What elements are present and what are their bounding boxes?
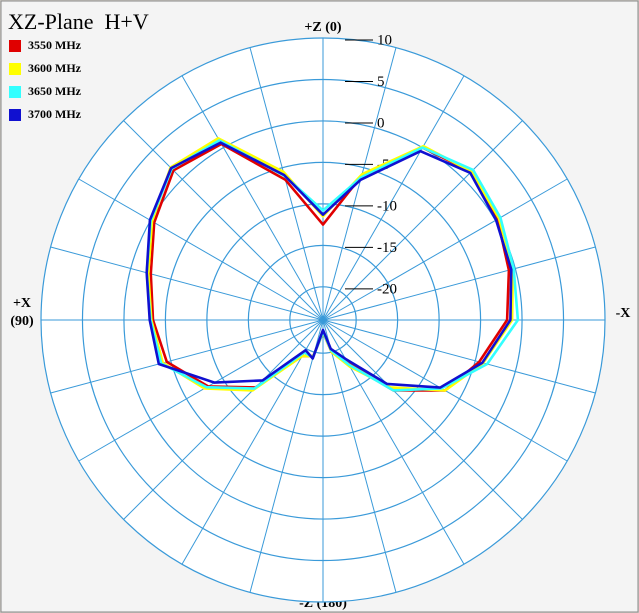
series-line bbox=[145, 141, 513, 389]
spoke bbox=[322, 319, 596, 394]
r-tick-label: 5 bbox=[377, 74, 385, 90]
spoke bbox=[78, 319, 324, 462]
spoke bbox=[322, 47, 397, 321]
spoke bbox=[181, 319, 324, 565]
spoke bbox=[249, 319, 324, 593]
legend-label: 3550 MHz bbox=[28, 38, 82, 52]
spoke bbox=[322, 178, 568, 321]
spoke bbox=[181, 75, 324, 321]
left-label: +X bbox=[13, 296, 31, 311]
left-label: (90) bbox=[10, 314, 34, 329]
legend-swatch bbox=[9, 86, 21, 98]
spoke bbox=[249, 47, 324, 321]
legend-label: 3600 MHz bbox=[28, 61, 82, 75]
ring bbox=[81, 78, 565, 562]
r-tick-label: -10 bbox=[377, 198, 397, 214]
legend-label: 3650 MHz bbox=[28, 84, 82, 98]
ring bbox=[123, 120, 523, 520]
legend-swatch bbox=[9, 63, 21, 75]
r-tick-label: 10 bbox=[377, 32, 392, 48]
legend-swatch bbox=[9, 40, 21, 52]
r-tick-label: 0 bbox=[377, 115, 385, 131]
legend-swatch bbox=[9, 109, 21, 121]
spoke bbox=[78, 178, 324, 321]
r-tick-label: -15 bbox=[377, 240, 397, 256]
ring bbox=[164, 161, 482, 479]
spoke bbox=[123, 120, 324, 321]
spoke bbox=[322, 75, 465, 321]
spoke bbox=[322, 319, 523, 520]
spoke bbox=[50, 319, 324, 394]
ring bbox=[40, 37, 606, 603]
top-label: +Z (0) bbox=[304, 20, 341, 35]
spoke bbox=[322, 120, 523, 321]
spoke bbox=[322, 319, 397, 593]
ring bbox=[247, 244, 399, 396]
spoke bbox=[322, 246, 596, 321]
r-tick-label: -20 bbox=[377, 281, 397, 297]
spoke bbox=[123, 319, 324, 520]
chart-title: XZ-Plane H+V bbox=[8, 9, 149, 34]
spoke bbox=[50, 246, 324, 321]
ring bbox=[206, 203, 440, 437]
legend-label: 3700 MHz bbox=[28, 107, 82, 121]
right-label: -X bbox=[616, 306, 631, 321]
ring bbox=[289, 286, 357, 354]
